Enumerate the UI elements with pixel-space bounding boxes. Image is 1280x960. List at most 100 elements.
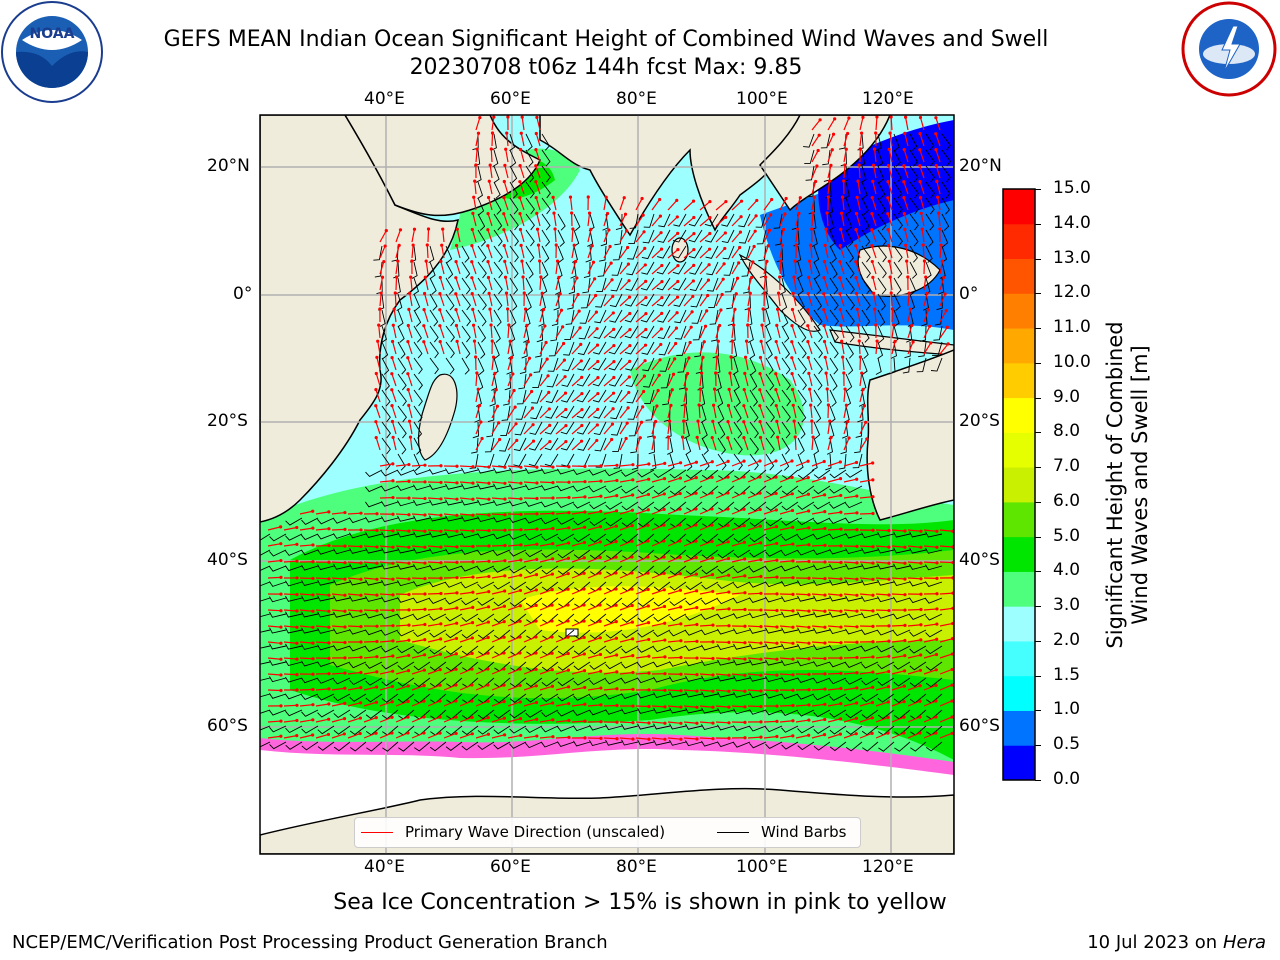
- wind-barb: [829, 389, 837, 407]
- wind-barb: [667, 437, 674, 455]
- wave-direction-arrow: [475, 700, 489, 707]
- wave-direction-arrow: [826, 388, 829, 403]
- wind-barb: [641, 341, 655, 355]
- wind-barb: [544, 421, 559, 435]
- wave-direction-arrowhead: [439, 529, 443, 533]
- wind-barb: [861, 325, 870, 343]
- wave-direction-arrow: [455, 261, 461, 275]
- wave-direction-arrow: [619, 638, 633, 643]
- wind-barb: [658, 341, 671, 356]
- wind-barb: [381, 500, 399, 507]
- wind-barb: [260, 645, 271, 649]
- wave-direction-arrowhead: [806, 291, 810, 296]
- wind-barb: [477, 725, 495, 735]
- wave-direction-arrowhead: [774, 339, 778, 344]
- colorbar-tick-label: 5.0: [1053, 525, 1081, 546]
- wave-direction-arrow: [571, 310, 580, 323]
- colorbar-segment: [1003, 328, 1035, 364]
- wave-direction-arrow: [539, 309, 545, 323]
- wave-direction-arrow: [715, 689, 729, 692]
- wave-direction-arrow: [267, 689, 282, 692]
- wave-direction-arrowhead: [743, 657, 747, 661]
- wave-direction-arrowhead: [718, 323, 722, 328]
- wind-barb: [781, 437, 790, 455]
- wave-direction-arrowhead: [746, 323, 750, 327]
- wind-barb: [748, 725, 767, 732]
- wave-direction-arrowhead: [918, 731, 922, 735]
- wave-direction-arrowhead: [454, 636, 459, 641]
- wind-barb: [732, 357, 739, 375]
- wave-direction-arrowhead: [390, 715, 394, 719]
- wind-barb: [541, 197, 551, 215]
- wave-direction-arrowhead: [662, 539, 666, 543]
- wave-direction-arrow: [472, 325, 477, 339]
- wind-barb: [797, 277, 804, 295]
- wave-direction-arrowhead: [858, 147, 862, 151]
- wave-direction-arrowhead: [694, 491, 698, 495]
- wave-direction-arrow: [891, 577, 906, 580]
- wave-direction-arrow: [843, 495, 857, 499]
- wave-direction-arrow: [523, 718, 537, 723]
- wind-barb: [461, 293, 471, 311]
- wave-direction-arrow: [571, 245, 575, 259]
- wave-direction-arrowhead: [865, 437, 869, 441]
- wave-direction-arrowhead: [519, 131, 523, 135]
- wave-direction-arrow: [794, 436, 797, 451]
- wave-direction-arrowhead: [471, 323, 476, 327]
- wind-barb: [461, 483, 479, 490]
- wave-direction-arrowhead: [662, 555, 666, 559]
- wind-barb: [461, 341, 471, 359]
- wave-direction-arrow: [491, 636, 505, 643]
- wave-direction-arrowhead: [422, 340, 426, 344]
- wave-direction-arrowhead: [471, 211, 475, 215]
- wave-direction-arrow: [619, 655, 633, 659]
- wind-barb: [717, 437, 727, 455]
- wind-barb: [504, 373, 511, 391]
- wave-direction-arrow: [859, 671, 873, 675]
- wave-direction-arrow: [603, 495, 617, 499]
- wave-direction-arrowhead: [695, 737, 699, 741]
- wave-direction-arrow: [715, 216, 727, 227]
- wave-direction-arrowhead: [902, 715, 906, 719]
- wave-direction-arrowhead: [518, 619, 522, 623]
- wave-direction-arrowhead: [726, 507, 730, 511]
- wave-direction-arrowhead: [708, 231, 712, 236]
- colorbar-segment: [1003, 501, 1035, 538]
- wind-barb: [260, 677, 271, 681]
- wind-barb: [781, 725, 799, 733]
- wave-direction-arrowhead: [551, 701, 555, 705]
- wave-direction-arrowhead: [815, 164, 819, 168]
- wave-direction-arrowhead: [595, 438, 599, 443]
- wave-direction-arrowhead: [615, 463, 619, 467]
- wave-direction-arrowhead: [886, 685, 891, 689]
- wind-barb: [656, 293, 671, 307]
- wave-direction-arrowhead: [391, 435, 395, 439]
- wave-direction-arrow: [715, 721, 730, 724]
- wave-direction-arrow: [635, 556, 649, 563]
- wind-barb: [541, 165, 551, 183]
- wave-direction-arrowhead: [573, 259, 578, 264]
- wave-direction-arrow: [857, 325, 861, 339]
- wind-barb: [797, 453, 804, 471]
- wave-direction-arrowhead: [943, 292, 947, 296]
- wave-direction-arrowhead: [375, 639, 379, 644]
- wave-direction-arrowhead: [406, 372, 410, 376]
- wave-direction-arrowhead: [710, 539, 714, 544]
- wind-barb: [893, 293, 901, 311]
- wind-barb: [525, 133, 533, 151]
- wind-barb: [925, 547, 943, 554]
- wave-direction-arrowhead: [614, 620, 618, 624]
- wave-direction-arrow: [587, 637, 601, 643]
- wave-direction-arrowhead: [406, 715, 410, 719]
- wind-barb: [557, 645, 575, 656]
- wave-direction-arrow: [843, 512, 858, 515]
- wave-direction-arrow: [539, 358, 548, 371]
- wind-barb: [493, 581, 511, 590]
- wave-direction-arrowhead: [838, 260, 842, 264]
- wave-direction-arrowhead: [311, 593, 315, 597]
- wind-barb: [365, 645, 383, 653]
- wave-direction-arrow: [779, 213, 786, 227]
- wave-direction-arrowhead: [886, 700, 890, 704]
- wave-direction-arrowhead: [472, 195, 476, 199]
- wave-direction-arrowhead: [583, 525, 587, 529]
